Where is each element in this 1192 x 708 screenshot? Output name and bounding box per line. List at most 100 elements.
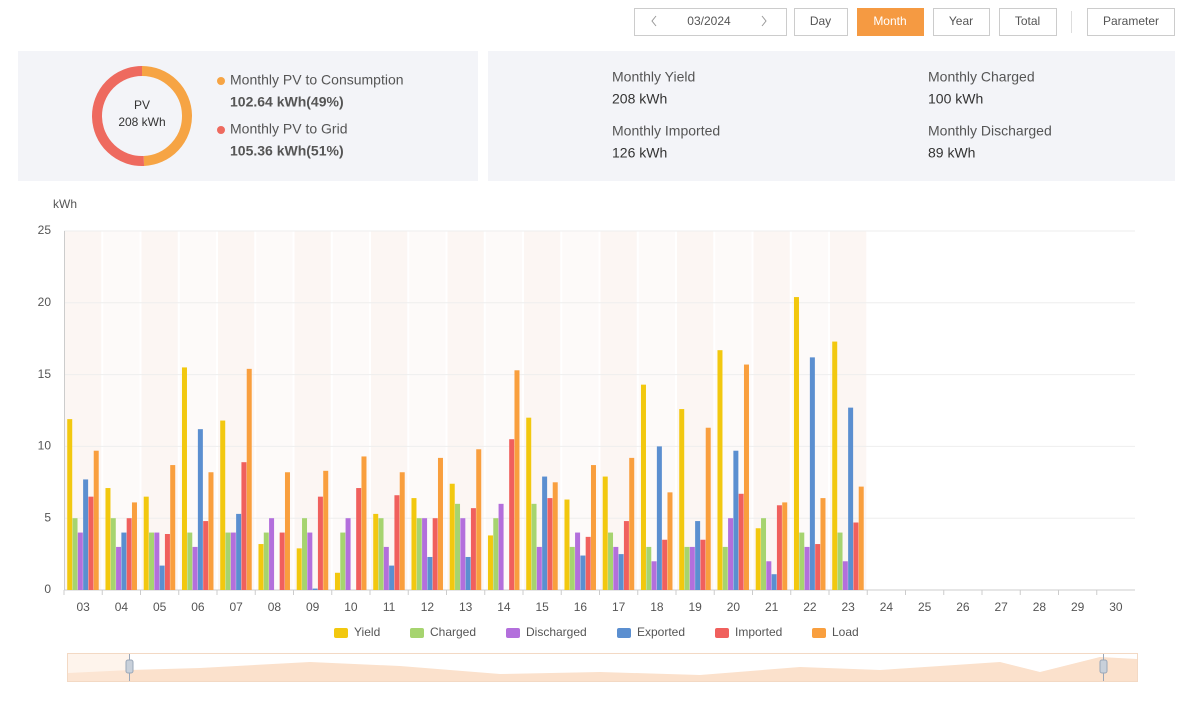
legend-swatch	[715, 628, 729, 638]
bar	[279, 532, 285, 590]
bar	[761, 518, 767, 590]
legend-label: Discharged	[526, 625, 587, 639]
bar	[728, 518, 734, 590]
donut-segment	[141, 66, 192, 166]
bar	[487, 535, 493, 590]
period-button[interactable]	[999, 8, 1057, 36]
bar	[679, 409, 685, 590]
period-button[interactable]	[857, 8, 924, 36]
parameter-button[interactable]	[1087, 8, 1175, 36]
bar	[640, 384, 646, 590]
bar	[334, 572, 340, 590]
donut-segment	[92, 66, 145, 166]
bar	[323, 470, 329, 590]
next-arrow[interactable]	[761, 15, 767, 27]
bar	[154, 532, 160, 590]
legend-label: Exported	[637, 625, 685, 639]
bar	[88, 496, 94, 590]
x-tick-label: 21	[765, 600, 779, 614]
stat-value: 100 kWh	[928, 91, 983, 107]
bar	[585, 536, 591, 590]
x-tick-label: 24	[880, 600, 894, 614]
x-tick-label: 14	[497, 600, 511, 614]
zoom-overview	[68, 657, 1137, 681]
x-tick-label: 17	[612, 600, 626, 614]
legend-swatch	[812, 628, 826, 638]
bar	[187, 532, 193, 590]
x-tick-label: 07	[229, 600, 243, 614]
parameter-text: Parameter	[1103, 14, 1159, 28]
bar	[542, 476, 548, 590]
bar	[853, 522, 859, 590]
bar	[246, 368, 252, 590]
stat-label: Monthly Yield	[612, 69, 695, 85]
x-tick-label: 16	[574, 600, 588, 614]
bar	[110, 518, 116, 590]
x-tick-label: 08	[268, 600, 282, 614]
x-tick-label: 12	[421, 600, 435, 614]
zoom-window	[68, 654, 130, 681]
x-tick-label: 19	[688, 600, 702, 614]
bar	[427, 556, 433, 590]
bar	[695, 521, 701, 590]
bar	[181, 367, 187, 590]
bar	[455, 503, 461, 590]
legend-label: Monthly PV to Consumption	[230, 72, 404, 88]
bar	[345, 518, 351, 590]
zoom-grip-right[interactable]	[1099, 659, 1108, 674]
legend-swatch	[506, 628, 520, 638]
stats-card	[488, 51, 1175, 181]
date-picker[interactable]	[634, 8, 787, 36]
bar	[356, 488, 362, 590]
bar	[776, 505, 782, 590]
legend-swatch	[617, 628, 631, 638]
x-tick-label: 23	[841, 600, 855, 614]
bar	[296, 548, 302, 590]
x-tick-label: 13	[459, 600, 473, 614]
bar	[302, 518, 308, 590]
stat-value: 208 kWh	[612, 91, 667, 107]
bar	[531, 503, 537, 590]
bar	[782, 502, 788, 590]
bar	[208, 472, 214, 590]
x-tick-label: 10	[344, 600, 358, 614]
x-tick-label: 22	[803, 600, 817, 614]
bar	[361, 456, 367, 590]
x-tick-label: 05	[153, 600, 167, 614]
legend-swatch	[410, 628, 424, 638]
bar	[771, 574, 777, 590]
bar	[580, 555, 586, 590]
prev-arrow[interactable]	[651, 15, 657, 27]
x-tick-label: 29	[1071, 600, 1085, 614]
bar	[72, 518, 78, 590]
y-tick-label: 10	[38, 439, 52, 453]
bar	[651, 561, 657, 590]
bar	[373, 513, 379, 590]
bar	[394, 495, 400, 590]
bar	[449, 483, 455, 590]
bar	[399, 472, 405, 590]
x-tick-label: 25	[918, 600, 932, 614]
bar	[804, 546, 810, 590]
zoom-grip-left[interactable]	[125, 659, 134, 674]
period-button[interactable]	[933, 8, 990, 36]
x-tick-label: 11	[383, 600, 396, 614]
bar	[667, 492, 673, 590]
period-button[interactable]	[794, 8, 848, 36]
bar	[383, 546, 389, 590]
date-text: 03/2024	[687, 14, 731, 28]
y-tick-label: 0	[44, 582, 51, 596]
bar	[623, 521, 629, 590]
bar	[820, 498, 826, 590]
bar	[832, 341, 838, 590]
bar	[569, 546, 575, 590]
bar	[312, 588, 318, 590]
bar	[77, 532, 83, 590]
bar	[170, 465, 176, 590]
bar	[755, 528, 761, 590]
stat-label: Monthly Charged	[928, 69, 1035, 85]
bar	[83, 479, 89, 590]
x-tick-label: 30	[1109, 600, 1123, 614]
bar	[203, 521, 209, 590]
x-tick-label: 18	[650, 600, 664, 614]
